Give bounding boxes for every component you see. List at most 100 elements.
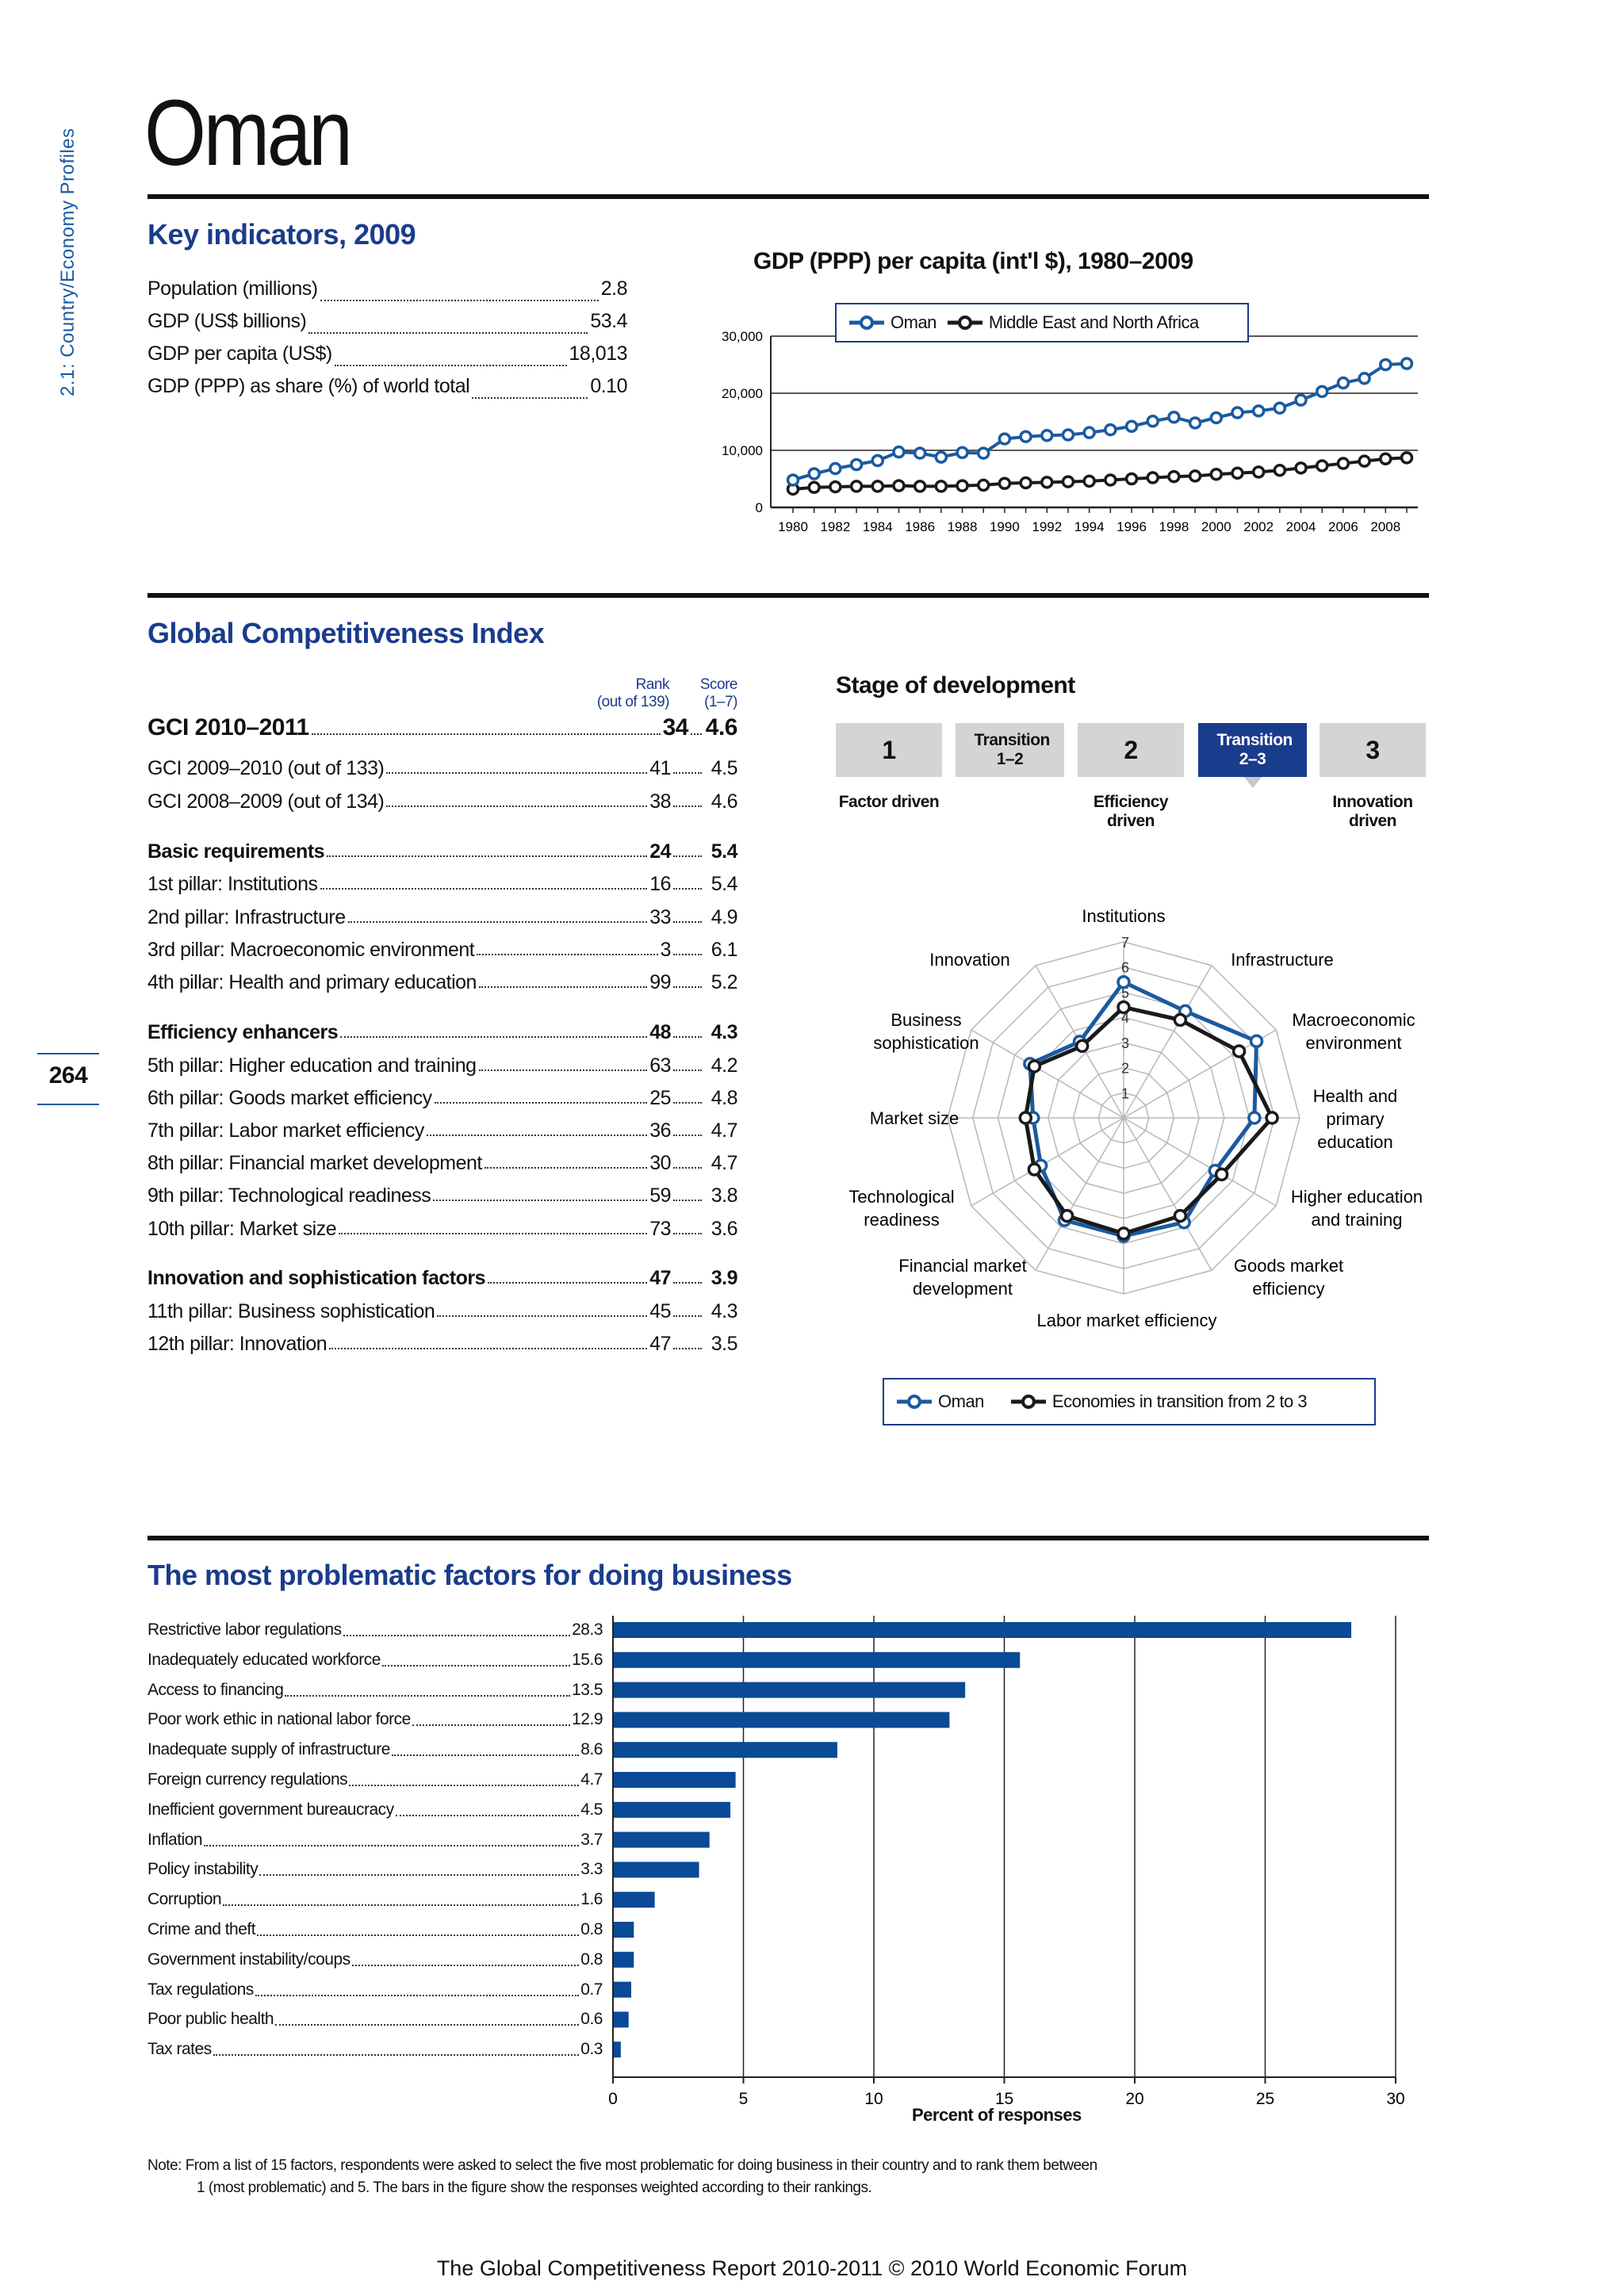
gci-row: 12th pillar: Innovation 47 3.5: [147, 1324, 738, 1356]
radar-point-comparison: [1173, 1012, 1188, 1027]
gdp-point-oman: [807, 467, 821, 480]
gci-row: 1st pillar: Institutions 16 5.4: [147, 864, 738, 896]
dot-leader: [478, 986, 648, 988]
gdp-point-mena: [1315, 459, 1329, 473]
radar-axis-label-line: sophistication: [873, 1033, 979, 1053]
legend-oman: Oman: [849, 312, 936, 333]
dot-leader: [223, 1893, 580, 1907]
gdp-point-mena: [1400, 451, 1414, 465]
problem-factor-label: Foreign currency regulations: [147, 1770, 348, 1789]
note: Note: From a list of 15 factors, respond…: [147, 2155, 1416, 2199]
radar-scale-label: 1: [1121, 1085, 1129, 1101]
dot-leader: [673, 1233, 702, 1234]
gdp-point-oman: [1400, 357, 1414, 370]
gdp-y-tick-label: 0: [756, 500, 763, 515]
gci-row-rank: 99: [649, 971, 671, 993]
radar-point-comparison: [1059, 1208, 1074, 1223]
gci-row-score: 4.5: [710, 757, 738, 779]
problem-factor-value: 4.7: [580, 1770, 603, 1789]
problem-bar: [614, 1981, 632, 1998]
stage-box-1: 1: [836, 723, 942, 777]
problem-bar: [614, 1862, 699, 1878]
gdp-point-mena: [1251, 465, 1266, 479]
oman-marker-icon: [897, 1395, 932, 1409]
problem-bar: [614, 1951, 634, 1968]
radar-legend-comparison-label: Economies in transition from 2 to 3: [1051, 1391, 1308, 1411]
indicator-label: GDP (PPP) as share (%) of world total: [147, 375, 470, 397]
gci-row-label: Innovation and sophistication factors: [147, 1267, 485, 1289]
dot-leader: [329, 1348, 648, 1349]
gci-row-label: 10th pillar: Market size: [147, 1218, 337, 1240]
gci-row-score: 3.5: [710, 1333, 738, 1355]
gci-row-score: 4.3: [710, 1300, 738, 1322]
indicator-value: 53.4: [590, 310, 627, 332]
radar-axis-label-line: efficiency: [1252, 1279, 1324, 1299]
problem-factor-value: 1.6: [580, 1890, 603, 1909]
dot-leader: [478, 1070, 648, 1071]
radar-axis-label: Innovation: [929, 950, 1010, 970]
problem-bar: [614, 2042, 621, 2058]
gdp-x-tick-label: 1980: [778, 519, 808, 534]
key-indicators-title: Key indicators, 2009: [147, 218, 416, 251]
radar-point-oman: [1247, 1111, 1262, 1125]
divider-problems: [147, 1536, 1429, 1540]
radar-axis-label-line: education: [1317, 1132, 1392, 1152]
problem-factor-row: Inefficient government bureaucracy 4.5: [147, 1797, 603, 1823]
gdp-point-mena: [1379, 452, 1392, 466]
gdp-y-tick-label: 30,000: [722, 329, 763, 344]
gdp-point-mena: [934, 480, 948, 493]
problem-factor-value: 28.3: [572, 1621, 603, 1639]
problem-factor-label: Access to financing: [147, 1680, 284, 1699]
gdp-series-line-oman: [792, 362, 1408, 482]
gdp-point-oman: [1082, 426, 1096, 439]
radar-point-comparison: [1027, 1059, 1042, 1073]
dot-leader: [351, 1954, 580, 1966]
radar-axis-label: Macroeconomic environment: [1292, 1010, 1415, 1053]
gdp-point-mena: [913, 480, 927, 493]
dot-leader: [673, 806, 702, 807]
radar-axis-label-line: Health and: [1313, 1086, 1397, 1106]
gci-row: Basic requirements 24 5.4: [147, 832, 738, 863]
gci-row-label: 1st pillar: Institutions: [147, 873, 318, 895]
gdp-point-oman: [1273, 401, 1287, 415]
gdp-point-oman: [786, 473, 800, 487]
bar-x-tick-label: 5: [739, 2090, 749, 2108]
stage-label: Factor driven: [838, 793, 940, 811]
legend-oman-label: Oman: [891, 312, 936, 332]
gdp-point-oman: [1124, 419, 1139, 434]
gdp-point-oman: [849, 457, 864, 472]
problem-factor-value: 4.5: [580, 1800, 603, 1819]
dot-leader: [285, 1684, 571, 1697]
gci-row-score: 4.2: [710, 1054, 738, 1077]
problem-factor-label: Tax regulations: [147, 1980, 254, 1999]
dot-leader: [673, 1282, 702, 1284]
dot-leader: [673, 1102, 702, 1104]
bar-x-tick-label: 15: [995, 2090, 1013, 2108]
gdp-point-oman: [1209, 411, 1224, 425]
gci-row-rank: 73: [649, 1218, 671, 1240]
radar-spoke: [1123, 1117, 1277, 1207]
gci-row-rank: 41: [649, 757, 671, 779]
gci-row: 4th pillar: Health and primary education…: [147, 962, 738, 994]
dot-leader: [311, 733, 661, 735]
dot-leader: [395, 1804, 580, 1816]
gdp-point-mena: [1167, 469, 1181, 484]
radar-spoke: [971, 1117, 1124, 1207]
gci-row-score: 3.9: [710, 1267, 738, 1289]
bar-x-tick-label: 25: [1256, 2090, 1274, 2108]
stage-box-label: 2: [1124, 735, 1138, 764]
dot-leader: [673, 1315, 702, 1317]
indicator-row: GDP per capita (US$) 18,013: [147, 342, 628, 374]
gdp-point-mena: [1082, 474, 1096, 488]
radar-axis-label-line: Business: [891, 1010, 961, 1030]
indicator-label: Population (millions): [147, 277, 318, 300]
stage-box-label: Transition 2–3: [1216, 731, 1293, 768]
gdp-point-mena: [976, 478, 990, 492]
dot-leader: [487, 1282, 648, 1284]
radar-axis-label: Institutions: [1082, 906, 1165, 926]
mena-marker-icon: [947, 316, 982, 330]
gdp-point-oman: [976, 446, 990, 460]
dot-leader: [320, 888, 648, 890]
gci-row-score: 4.8: [710, 1087, 738, 1109]
gdp-x-tick-label: 2002: [1243, 519, 1274, 534]
